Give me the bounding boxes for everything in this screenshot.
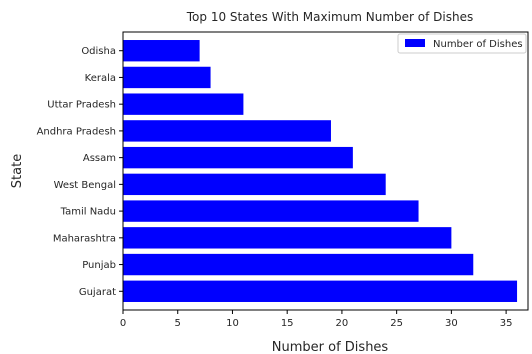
bar-assam (123, 146, 353, 169)
bar-andhra-pradesh (123, 120, 331, 142)
bar-uttar-pradesh (123, 93, 244, 115)
x-tick-label: 5 (175, 318, 181, 329)
legend-label: Number of Dishes (433, 39, 523, 50)
bar-west-bengal (123, 173, 386, 196)
y-tick-label: Odisha (81, 46, 116, 57)
legend: Number of Dishes (397, 33, 527, 54)
y-tick-label: Uttar Pradesh (47, 100, 116, 111)
bar-kerala (123, 66, 211, 89)
x-tick-label: 30 (445, 318, 458, 329)
y-tick-labels: Gujarat Punjab Maharashtra Tamil Nadu West B… (37, 46, 123, 298)
legend-swatch (405, 39, 425, 47)
x-tick-label: 35 (500, 318, 513, 329)
y-tick-label: Punjab (82, 260, 116, 271)
y-tick-label: West Bengal (54, 180, 116, 191)
x-tick-label: 0 (120, 318, 126, 329)
x-axis-label: Number of Dishes (272, 340, 389, 354)
bars-group (123, 40, 518, 302)
legend-box (397, 33, 527, 54)
x-ticks: 0 5 10 15 20 25 30 35 (120, 310, 513, 329)
y-axis-label: State (10, 154, 25, 188)
plot-frame (122, 31, 529, 311)
x-tick-label: 25 (390, 318, 403, 329)
chart-title: Top 10 States With Maximum Number of Dis… (186, 10, 473, 24)
bar-maharashtra (123, 227, 452, 249)
x-tick-label: 20 (336, 318, 349, 329)
x-tick-label: 10 (226, 318, 239, 329)
y-tick-label: Gujarat (79, 287, 116, 298)
y-tick-label: Assam (83, 153, 116, 164)
bar-gujarat (123, 280, 518, 302)
y-tick-label: Kerala (85, 73, 116, 84)
bar-tamil-nadu (123, 200, 419, 222)
x-tick-label: 15 (281, 318, 294, 329)
y-tick-label: Maharashtra (53, 233, 116, 244)
bar-odisha (123, 40, 200, 62)
y-tick-label: Tamil Nadu (60, 207, 116, 218)
y-tick-label: Andhra Pradesh (37, 126, 116, 137)
bar-punjab (123, 253, 474, 276)
